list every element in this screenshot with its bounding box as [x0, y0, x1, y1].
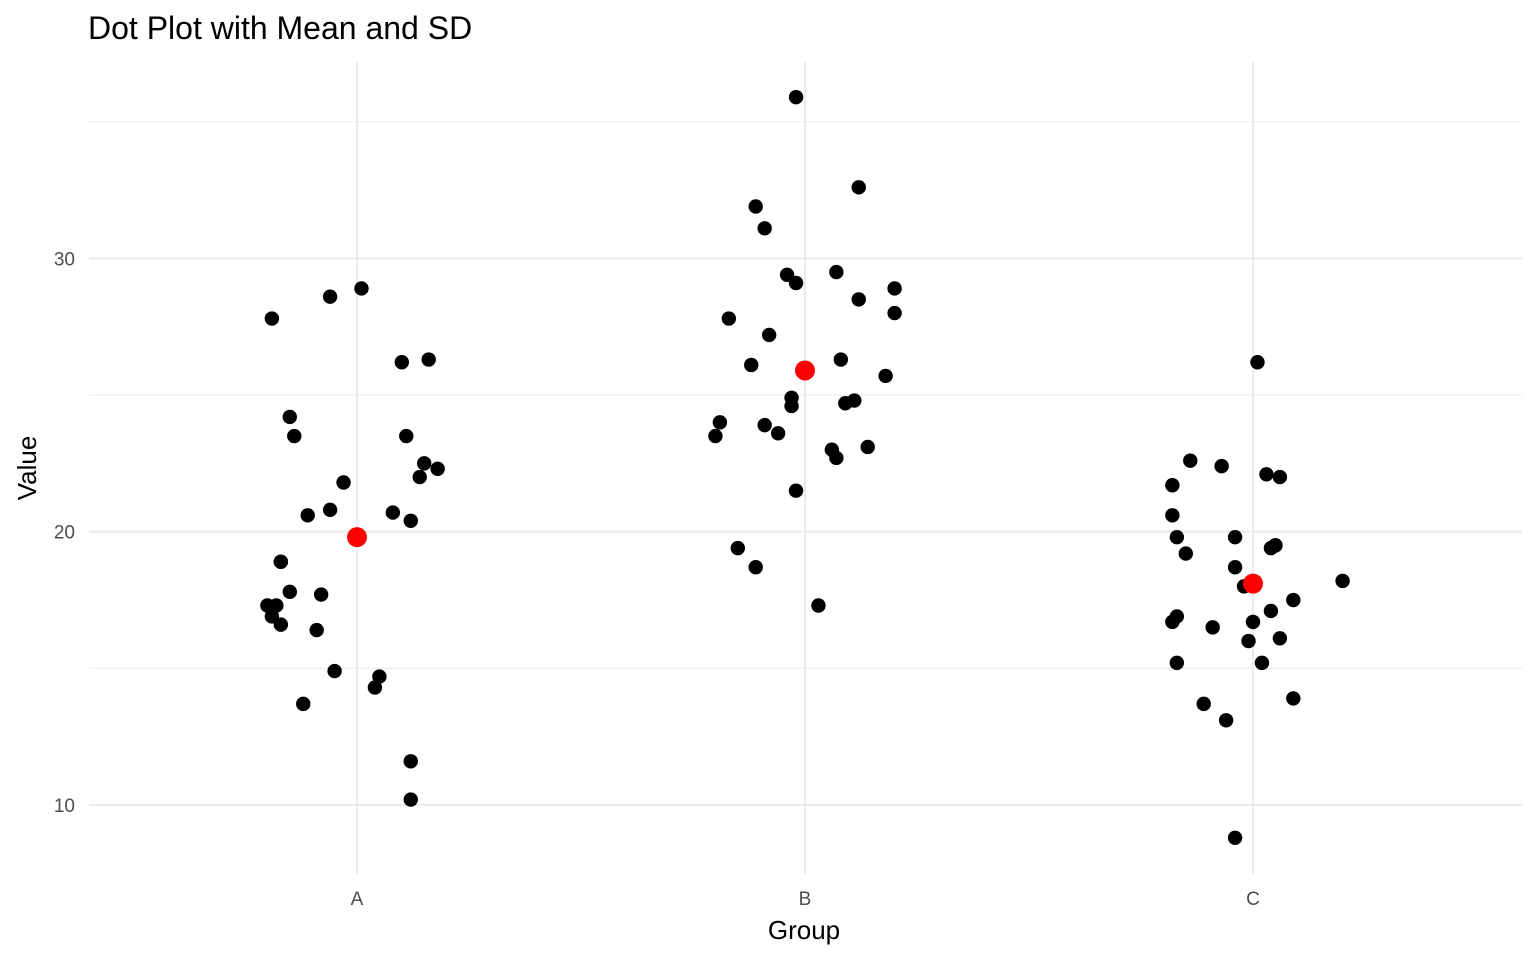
data-point	[421, 352, 436, 367]
data-point	[757, 417, 772, 433]
data-point	[287, 428, 302, 444]
data-point	[1169, 655, 1185, 671]
data-point	[748, 199, 763, 214]
data-point	[1241, 633, 1256, 649]
data-point	[887, 281, 902, 296]
data-point	[1178, 546, 1194, 561]
data-point	[730, 540, 745, 556]
data-point	[273, 554, 289, 569]
data-point	[1227, 529, 1243, 545]
data-point	[829, 450, 844, 466]
data-point	[1218, 713, 1234, 728]
data-point	[784, 398, 799, 414]
data-point	[1272, 631, 1288, 646]
data-point	[354, 281, 369, 296]
data-point	[269, 598, 284, 613]
data-point	[1268, 538, 1283, 553]
data-point	[430, 461, 445, 477]
data-point	[372, 669, 387, 684]
data-point	[1259, 467, 1274, 482]
data-point	[860, 439, 875, 455]
data-point	[851, 180, 866, 195]
y-tick-label: 20	[54, 523, 75, 544]
x-tick-label: A	[351, 889, 364, 910]
data-point	[1165, 508, 1180, 523]
data-point	[282, 584, 297, 600]
y-tick-label: 10	[54, 796, 75, 817]
data-point	[300, 508, 315, 523]
data-point	[313, 587, 329, 602]
data-point	[1254, 655, 1270, 671]
data-point	[1335, 573, 1350, 589]
data-point	[322, 289, 338, 304]
data-point	[1272, 469, 1288, 485]
data-point	[264, 311, 280, 326]
data-point	[403, 792, 418, 807]
y-tick-label: 30	[54, 249, 75, 270]
x-tick-label: B	[799, 889, 812, 910]
data-point	[761, 327, 777, 343]
data-point	[1165, 614, 1180, 630]
grid-lines	[89, 62, 1522, 874]
chart-title: Dot Plot with Mean and SD	[88, 10, 472, 46]
data-point	[829, 264, 844, 280]
mean-point	[347, 527, 367, 548]
data-point	[748, 560, 763, 575]
data-point	[838, 396, 853, 411]
data-point	[712, 415, 728, 430]
data-point	[788, 89, 804, 105]
data-point	[327, 663, 342, 679]
data-point	[417, 456, 432, 471]
data-point	[1227, 830, 1243, 845]
data-point	[788, 483, 804, 498]
data-point	[1286, 592, 1301, 608]
mean-point	[795, 360, 815, 381]
data-point	[322, 502, 338, 518]
data-point	[296, 696, 311, 712]
data-point	[770, 426, 786, 441]
y-axis-title: Value	[12, 436, 42, 501]
data-point	[1245, 614, 1261, 630]
data-point	[399, 428, 414, 444]
data-point	[394, 355, 409, 370]
data-point	[1183, 453, 1198, 468]
data-point	[744, 357, 759, 373]
data-point	[1196, 696, 1211, 712]
x-axis-tick-labels: A B C	[351, 889, 1260, 910]
data-point	[385, 505, 401, 520]
data-point	[1205, 620, 1220, 635]
data-point	[1169, 529, 1185, 545]
data-point	[887, 305, 902, 321]
data-point	[757, 221, 772, 236]
data-point	[367, 680, 383, 695]
data-point	[336, 475, 351, 490]
data-point	[833, 352, 849, 367]
data-point	[878, 368, 893, 384]
data-point	[721, 311, 737, 326]
data-point	[403, 513, 418, 528]
data-point	[788, 275, 804, 291]
data-points	[260, 89, 1350, 845]
data-point	[1165, 478, 1180, 493]
data-point	[1214, 458, 1229, 474]
data-point	[282, 409, 297, 425]
data-point	[1250, 355, 1265, 370]
x-tick-label: C	[1246, 889, 1260, 910]
data-point	[1263, 603, 1279, 619]
data-point	[811, 598, 826, 613]
data-point	[708, 428, 723, 444]
data-point	[851, 292, 866, 307]
data-point	[412, 469, 427, 485]
data-point	[1227, 560, 1243, 575]
data-point	[403, 754, 418, 769]
mean-points	[347, 360, 1263, 594]
data-point	[309, 622, 324, 638]
x-axis-title: Group	[768, 915, 840, 945]
data-point	[1286, 691, 1301, 706]
y-axis-tick-labels: 10 20 30	[54, 249, 75, 817]
mean-point	[1243, 573, 1263, 594]
data-point	[273, 617, 289, 632]
